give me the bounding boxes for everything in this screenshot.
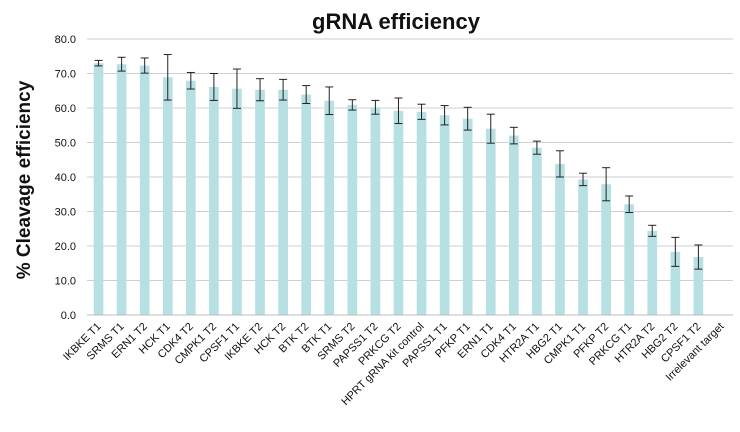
bar — [209, 86, 219, 315]
bar — [624, 204, 635, 315]
error-bar — [671, 236, 680, 267]
y-tick-label: 80.0 — [55, 34, 76, 46]
bar — [439, 115, 450, 316]
error-bar — [486, 113, 495, 144]
error-bar — [186, 71, 195, 90]
bar — [508, 135, 519, 315]
bar — [416, 111, 427, 315]
gridlines — [87, 38, 733, 281]
error-bar — [532, 140, 541, 155]
error-bar — [348, 99, 357, 111]
chart-title: gRNA efficiency — [312, 9, 481, 34]
y-tick-label: 20.0 — [55, 241, 76, 253]
bar — [324, 100, 335, 315]
bar — [162, 77, 173, 315]
bar — [601, 184, 611, 315]
error-bar — [648, 224, 657, 237]
bar — [693, 257, 704, 315]
y-tick-label: 70.0 — [55, 69, 76, 81]
bar — [532, 147, 542, 315]
error-bar — [417, 103, 426, 120]
error-bar — [256, 78, 265, 102]
y-tick-label: 40.0 — [55, 172, 76, 184]
bar — [485, 128, 496, 315]
error-bar — [394, 97, 403, 125]
y-tick-label: 10.0 — [55, 276, 76, 288]
bar — [93, 63, 104, 316]
bar — [670, 251, 681, 315]
error-bar — [325, 86, 334, 116]
error-bar — [440, 105, 449, 126]
y-axis-label: % Cleavage efficiency — [14, 80, 35, 279]
bar — [139, 65, 150, 315]
bar — [347, 104, 358, 316]
error-bar — [140, 57, 149, 74]
y-tick-label: 30.0 — [55, 207, 76, 219]
bar — [278, 89, 288, 315]
error-bar — [463, 106, 472, 131]
error-bar — [117, 56, 126, 72]
bar — [393, 110, 404, 315]
bar — [647, 230, 658, 315]
error-bar — [279, 78, 288, 101]
bar — [370, 107, 381, 315]
error-bar — [302, 85, 311, 105]
error-bar — [94, 59, 103, 67]
bars — [93, 63, 704, 316]
error-bar — [371, 99, 380, 115]
bar — [185, 80, 196, 316]
error-bars — [94, 54, 703, 270]
bar — [116, 64, 127, 315]
y-tick-label: 50.0 — [55, 138, 76, 150]
y-tick-label: 0.0 — [61, 310, 76, 322]
error-bar — [602, 167, 611, 202]
error-bar — [625, 195, 634, 214]
error-bar — [163, 54, 172, 101]
error-bar — [694, 244, 703, 270]
error-bar — [232, 68, 241, 109]
bar — [301, 94, 312, 315]
error-bar — [579, 172, 588, 187]
bar — [555, 163, 565, 315]
error-bar — [209, 73, 218, 101]
bar — [232, 88, 242, 316]
error-bar — [555, 150, 564, 178]
y-axis-ticks: 0.0 10.0 20.0 30.0 40.0 50.0 60.0 70.0 80.0 — [55, 34, 76, 322]
bar — [462, 118, 473, 315]
bar — [255, 89, 265, 315]
y-tick-label: 60.0 — [55, 103, 76, 115]
bar — [578, 179, 588, 315]
error-bar — [509, 126, 518, 145]
